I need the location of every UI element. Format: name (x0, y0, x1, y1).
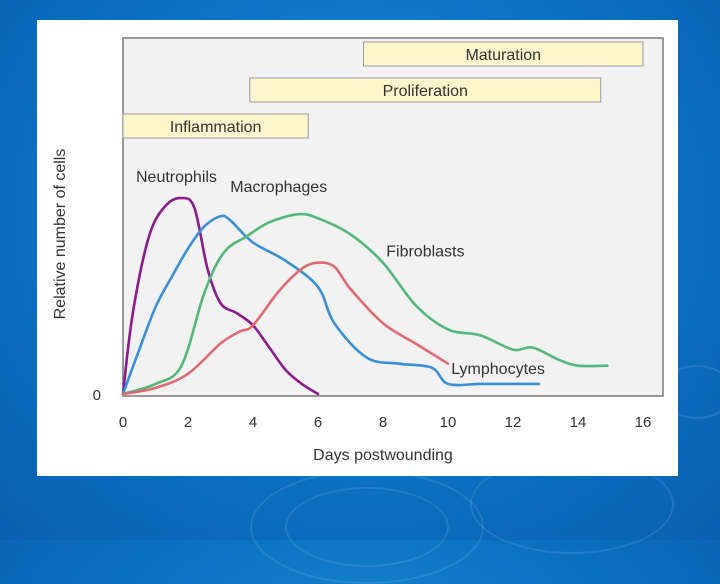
series-label-neutrophils: Neutrophils (136, 169, 217, 186)
x-tick-label: 6 (314, 414, 322, 431)
y-axis-title: Relative number of cells (52, 149, 69, 320)
series-line-fibroblasts (121, 212, 609, 396)
x-tick-label: 0 (119, 414, 127, 431)
phase-label-maturation: Maturation (465, 47, 541, 64)
x-tick-label: 16 (635, 414, 652, 431)
y-tick-label: 0 (93, 387, 101, 404)
x-tick-label: 10 (440, 414, 457, 431)
x-axis-title: Days postwounding (313, 447, 453, 464)
x-tick-label: 12 (505, 414, 522, 431)
series-line-neutrophils (121, 196, 320, 396)
series-label-lymphocytes: Lymphocytes (451, 361, 545, 378)
phase-label-proliferation: Proliferation (383, 83, 468, 100)
background-ripple (285, 487, 449, 567)
series-line-lymphocytes (121, 261, 450, 396)
phase-label-inflammation: Inflammation (170, 119, 262, 136)
x-tick-label: 2 (184, 414, 192, 431)
series-label-macrophages: Macrophages (230, 179, 327, 196)
x-tick-label: 4 (249, 414, 257, 431)
wound-healing-chart: Inflammation Proliferation Maturation Neut… (52, 37, 664, 464)
series-line-macrophages (121, 214, 541, 396)
phase-bar-maturation (363, 41, 644, 67)
x-tick-label: 14 (570, 414, 587, 431)
series-label-fibroblasts: Fibroblasts (386, 244, 464, 261)
phase-bar-proliferation (249, 77, 602, 103)
phase-bar-inflammation (122, 113, 309, 139)
chart-card: Inflammation Proliferation Maturation Neut… (37, 20, 678, 476)
x-tick-label: 8 (379, 414, 387, 431)
